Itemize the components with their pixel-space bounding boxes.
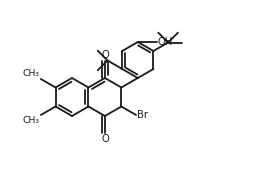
- Text: OH: OH: [158, 37, 173, 47]
- Text: Br: Br: [137, 110, 148, 120]
- Text: CH₃: CH₃: [23, 69, 40, 78]
- Text: O: O: [101, 50, 109, 60]
- Text: CH₃: CH₃: [23, 116, 40, 125]
- Text: O: O: [101, 134, 109, 144]
